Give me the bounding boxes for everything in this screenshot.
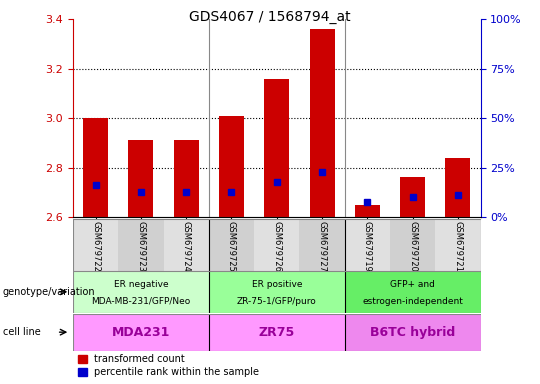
Text: cell line: cell line — [3, 327, 40, 337]
Text: GSM679722: GSM679722 — [91, 222, 100, 272]
Text: GSM679726: GSM679726 — [272, 222, 281, 273]
Text: ER positive: ER positive — [252, 280, 302, 289]
Bar — [73, 219, 118, 271]
Text: GSM679725: GSM679725 — [227, 222, 236, 272]
Bar — [345, 314, 481, 351]
Text: GSM679721: GSM679721 — [454, 222, 462, 272]
Bar — [209, 271, 345, 313]
Text: ZR-75-1/GFP/puro: ZR-75-1/GFP/puro — [237, 297, 316, 306]
Text: GSM679719: GSM679719 — [363, 222, 372, 272]
Text: GFP+ and: GFP+ and — [390, 280, 435, 289]
Bar — [264, 79, 289, 217]
Text: MDA231: MDA231 — [112, 326, 170, 339]
Text: ZR75: ZR75 — [259, 326, 295, 339]
Legend: transformed count, percentile rank within the sample: transformed count, percentile rank withi… — [78, 354, 259, 377]
Bar — [400, 177, 425, 217]
Text: GSM679723: GSM679723 — [137, 222, 145, 273]
Bar — [446, 158, 470, 217]
Text: GDS4067 / 1568794_at: GDS4067 / 1568794_at — [189, 10, 351, 23]
Text: ER negative: ER negative — [113, 280, 168, 289]
Bar — [345, 271, 481, 313]
Bar — [73, 314, 209, 351]
Bar — [309, 29, 334, 217]
Bar — [345, 219, 390, 271]
Text: GSM679727: GSM679727 — [318, 222, 327, 273]
Bar — [129, 140, 153, 217]
Text: genotype/variation: genotype/variation — [3, 287, 96, 297]
Bar — [174, 140, 199, 217]
Bar — [219, 116, 244, 217]
Text: B6TC hybrid: B6TC hybrid — [370, 326, 455, 339]
Bar — [209, 314, 345, 351]
Bar — [118, 219, 164, 271]
Bar — [355, 205, 380, 217]
Text: GSM679720: GSM679720 — [408, 222, 417, 272]
Bar — [164, 219, 209, 271]
Bar — [435, 219, 481, 271]
Bar — [390, 219, 435, 271]
Bar — [209, 219, 254, 271]
Bar — [254, 219, 299, 271]
Text: GSM679724: GSM679724 — [181, 222, 191, 272]
Bar — [299, 219, 345, 271]
Text: estrogen-independent: estrogen-independent — [362, 297, 463, 306]
Bar — [83, 118, 108, 217]
Text: MDA-MB-231/GFP/Neo: MDA-MB-231/GFP/Neo — [91, 297, 191, 306]
Bar — [73, 271, 209, 313]
